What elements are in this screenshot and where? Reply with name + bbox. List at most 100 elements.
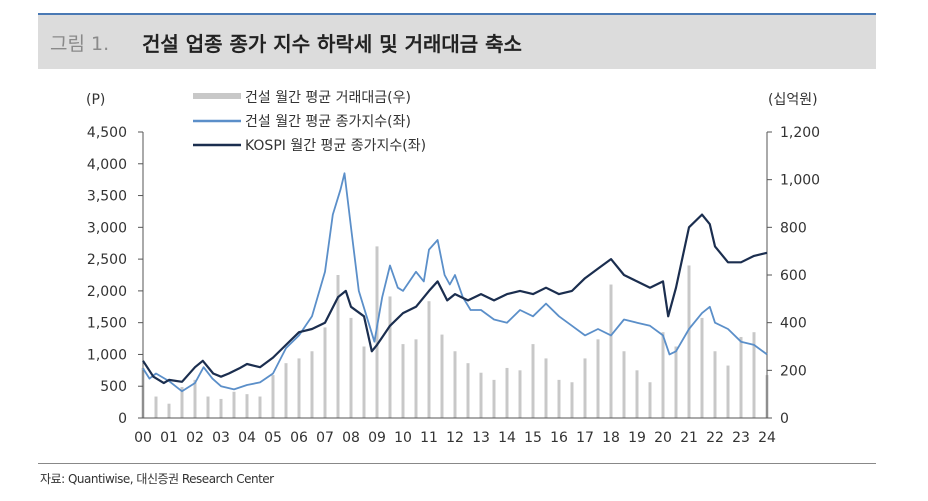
trading-value-bar [271, 375, 275, 418]
trading-value-bar [206, 396, 210, 418]
trading-value-bar [700, 317, 704, 418]
footer-rule [38, 463, 876, 464]
right-tick-label: 1,200 [780, 125, 820, 141]
x-tick-label: 16 [550, 430, 568, 446]
trading-value-bar [258, 396, 262, 418]
trading-value-bar [479, 372, 483, 418]
trading-value-bar [713, 351, 717, 418]
x-tick-label: 21 [680, 430, 698, 446]
x-tick-label: 01 [160, 430, 178, 446]
construction-index-line [142, 172, 768, 393]
kospi-line [142, 213, 768, 385]
title-accent-rule [38, 13, 876, 15]
right-axis-unit: (십억원) [768, 92, 818, 108]
x-tick-label: 18 [602, 430, 620, 446]
x-tick-label: 19 [628, 430, 646, 446]
x-tick-label: 10 [394, 430, 412, 446]
x-tick-label: 12 [446, 430, 464, 446]
x-axis-ticks: 00 01 02 03 04 05 06 07 08 09 10 11 12 13 14 15 16 17 18 19… [134, 430, 776, 446]
trading-value-bar [505, 367, 509, 418]
x-tick-label: 22 [706, 430, 724, 446]
trading-value-bar [635, 370, 639, 418]
x-tick-label: 09 [368, 430, 386, 446]
trading-value-bar [388, 296, 392, 418]
trading-value-bar [583, 358, 587, 418]
trading-value-bar [414, 339, 418, 418]
right-axis-ticks: 1,200 1,000 800 600 400 200 0 [767, 125, 820, 427]
left-tick-label: 4,500 [87, 125, 127, 141]
chart: 4,500 4,000 3,500 3,000 2,500 2,000 1,500 1,000… [86, 90, 820, 446]
trading-value-bar [557, 379, 561, 418]
trading-value-bars [141, 246, 769, 418]
left-tick-label: 1,000 [87, 347, 127, 363]
index-lines [142, 172, 768, 393]
figure-label: 그림 1. [50, 33, 110, 55]
trading-value-bar [687, 265, 691, 418]
trading-value-bar [739, 336, 743, 418]
trading-value-bar [518, 370, 522, 418]
left-tick-label: 3,500 [87, 189, 127, 205]
x-tick-label: 14 [498, 430, 516, 446]
left-axis-ticks: 4,500 4,000 3,500 3,000 2,500 2,000 1,500 1,000… [87, 125, 143, 427]
trading-value-bar [648, 382, 652, 418]
trading-value-bar [596, 339, 600, 418]
trading-value-bar [180, 387, 184, 418]
x-tick-label: 20 [654, 430, 672, 446]
x-tick-label: 04 [238, 430, 256, 446]
trading-value-bar [661, 332, 665, 418]
left-tick-label: 2,500 [87, 252, 127, 268]
right-tick-label: 800 [780, 220, 807, 236]
x-tick-label: 07 [316, 430, 334, 446]
trading-value-bar [297, 358, 301, 418]
trading-value-bar [167, 403, 171, 418]
legend: 건설 월간 평균 거래대금(우) 건설 월간 평균 종가지수(좌) KOSPI … [193, 90, 426, 154]
trading-value-bar [154, 396, 158, 418]
right-tick-label: 200 [780, 363, 807, 379]
x-tick-label: 08 [342, 430, 360, 446]
legend-swatch-trading-value [193, 93, 241, 99]
right-tick-label: 0 [780, 411, 789, 427]
trading-value-bar [362, 346, 366, 418]
trading-value-bar [726, 365, 730, 418]
trading-value-bar [310, 351, 314, 418]
legend-label-trading-value: 건설 월간 평균 거래대금(우) [245, 90, 411, 106]
left-tick-label: 4,000 [87, 157, 127, 173]
trading-value-bar [440, 334, 444, 418]
x-tick-label: 05 [264, 430, 282, 446]
trading-value-bar [401, 344, 405, 418]
x-tick-label: 02 [186, 430, 204, 446]
right-tick-label: 1,000 [780, 173, 820, 189]
trading-value-bar [232, 391, 236, 418]
trading-value-bar [752, 332, 756, 418]
x-tick-label: 13 [472, 430, 490, 446]
trading-value-bar [570, 382, 574, 418]
trading-value-bar [323, 327, 327, 418]
x-tick-label: 00 [134, 430, 152, 446]
trading-value-bar [609, 284, 613, 418]
left-tick-label: 0 [118, 411, 127, 427]
trading-value-bar [453, 351, 457, 418]
trading-value-bar [336, 275, 340, 418]
trading-value-bar [427, 301, 431, 418]
trading-value-bar [284, 363, 288, 418]
trading-value-bar [674, 346, 678, 418]
figure-header: 그림 1. 건설 업종 종가 지수 하락세 및 거래대금 축소 [38, 15, 876, 69]
x-tick-label: 03 [212, 430, 230, 446]
x-tick-label: 24 [758, 430, 776, 446]
trading-value-bar [245, 394, 249, 418]
legend-label-kospi: KOSPI 월간 평균 종가지수(좌) [245, 138, 426, 154]
trading-value-bar [349, 317, 353, 418]
right-tick-label: 600 [780, 268, 807, 284]
trading-value-bar [492, 379, 496, 418]
trading-value-bar [375, 246, 379, 418]
trading-value-bar [531, 344, 535, 418]
left-tick-label: 500 [100, 379, 127, 395]
legend-label-construction-index: 건설 월간 평균 종가지수(좌) [245, 114, 411, 130]
left-axis-unit: (P) [86, 92, 105, 108]
x-tick-label: 11 [420, 430, 438, 446]
left-tick-label: 3,000 [87, 220, 127, 236]
figure-title: 건설 업종 종가 지수 하락세 및 거래대금 축소 [142, 32, 522, 56]
trading-value-bar [219, 398, 223, 418]
x-tick-label: 23 [732, 430, 750, 446]
x-tick-label: 06 [290, 430, 308, 446]
